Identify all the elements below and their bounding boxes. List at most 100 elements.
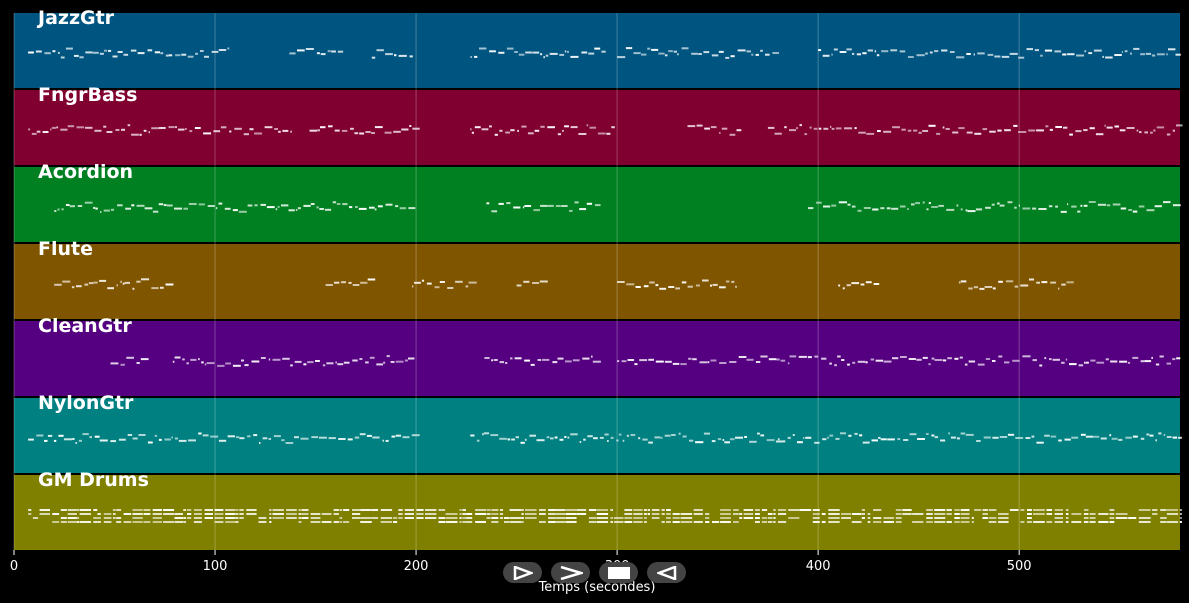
note-mark <box>954 513 960 515</box>
note-mark <box>138 434 146 436</box>
note-mark <box>404 513 414 515</box>
note-mark <box>325 284 333 286</box>
note-mark <box>1095 133 1104 136</box>
note-mark <box>610 521 613 523</box>
note-mark <box>380 517 393 519</box>
note-mark <box>315 360 320 362</box>
note-mark <box>244 364 249 367</box>
note-mark <box>548 513 556 515</box>
note-mark <box>123 521 132 523</box>
note-mark <box>93 521 98 523</box>
note-mark <box>1004 361 1010 364</box>
note-mark <box>616 439 619 442</box>
note-mark <box>729 361 737 363</box>
note-mark <box>903 439 909 441</box>
note-mark <box>1078 364 1084 367</box>
note-mark <box>36 130 41 133</box>
tick-label: 500 <box>1007 559 1032 574</box>
note-mark <box>1138 521 1151 523</box>
note-mark <box>559 53 565 56</box>
note-mark <box>805 436 812 439</box>
note-mark <box>286 513 297 515</box>
note-mark <box>524 438 527 441</box>
note-mark <box>848 434 852 437</box>
note-mark <box>44 439 48 442</box>
play-button[interactable] <box>503 562 542 583</box>
note-mark <box>116 521 122 523</box>
note-mark <box>1071 205 1077 208</box>
note-mark <box>687 125 696 128</box>
note-mark <box>693 509 703 511</box>
note-mark <box>275 208 278 211</box>
note-mark <box>188 203 197 205</box>
note-mark <box>572 359 580 362</box>
note-mark <box>733 509 739 511</box>
note-mark <box>327 50 331 53</box>
note-mark <box>121 128 125 131</box>
note-mark <box>203 132 212 135</box>
note-mark <box>828 517 840 519</box>
note-mark <box>374 208 377 211</box>
note-mark <box>377 205 383 208</box>
note-mark <box>664 360 672 363</box>
note-mark <box>136 204 145 207</box>
note-mark <box>243 133 249 136</box>
note-mark <box>60 517 67 519</box>
note-mark <box>1018 204 1020 207</box>
note-mark <box>1065 521 1069 523</box>
note-mark <box>94 435 100 438</box>
note-mark <box>1055 205 1058 208</box>
note-mark <box>136 362 140 364</box>
note-mark <box>916 54 925 57</box>
note-mark <box>147 441 153 444</box>
note-mark <box>365 131 371 133</box>
note-mark <box>934 509 946 511</box>
note-mark <box>382 439 384 442</box>
note-mark <box>895 517 902 519</box>
note-mark <box>796 127 798 130</box>
stop-button[interactable] <box>599 562 638 583</box>
note-mark <box>851 205 856 208</box>
note-mark <box>1179 509 1182 511</box>
note-mark <box>110 362 119 365</box>
note-mark <box>735 285 737 288</box>
note-mark <box>579 441 582 443</box>
note-mark <box>104 49 107 52</box>
reverse-button[interactable] <box>647 562 686 583</box>
note-mark <box>776 358 780 361</box>
note-mark <box>960 280 967 283</box>
note-mark <box>401 128 409 131</box>
note-mark <box>788 509 800 511</box>
track-label-5: NylonGtr <box>38 392 134 414</box>
note-mark <box>360 281 368 284</box>
note-mark <box>93 509 98 511</box>
note-mark <box>504 521 510 523</box>
note-mark <box>626 434 629 437</box>
note-mark <box>1088 201 1096 203</box>
note-mark <box>666 517 671 519</box>
note-mark <box>247 435 251 438</box>
note-mark <box>489 50 496 53</box>
note-mark <box>408 357 415 360</box>
note-mark <box>659 287 667 290</box>
forward-button[interactable] <box>551 562 590 583</box>
note-mark <box>915 202 920 205</box>
note-mark <box>28 128 31 131</box>
note-mark <box>611 126 615 129</box>
note-mark <box>998 280 1003 283</box>
note-mark <box>1138 509 1151 511</box>
note-mark <box>1089 521 1096 523</box>
note-mark <box>589 126 597 129</box>
note-mark <box>672 521 680 523</box>
note-mark <box>985 206 991 209</box>
note-mark <box>897 438 901 441</box>
note-mark <box>1031 435 1035 438</box>
note-mark <box>998 517 1009 519</box>
note-mark <box>852 361 856 364</box>
note-mark <box>112 517 116 519</box>
note-mark <box>289 52 296 55</box>
note-mark <box>511 438 515 441</box>
note-mark <box>350 127 354 130</box>
note-mark <box>744 436 747 438</box>
note-mark <box>792 434 795 436</box>
